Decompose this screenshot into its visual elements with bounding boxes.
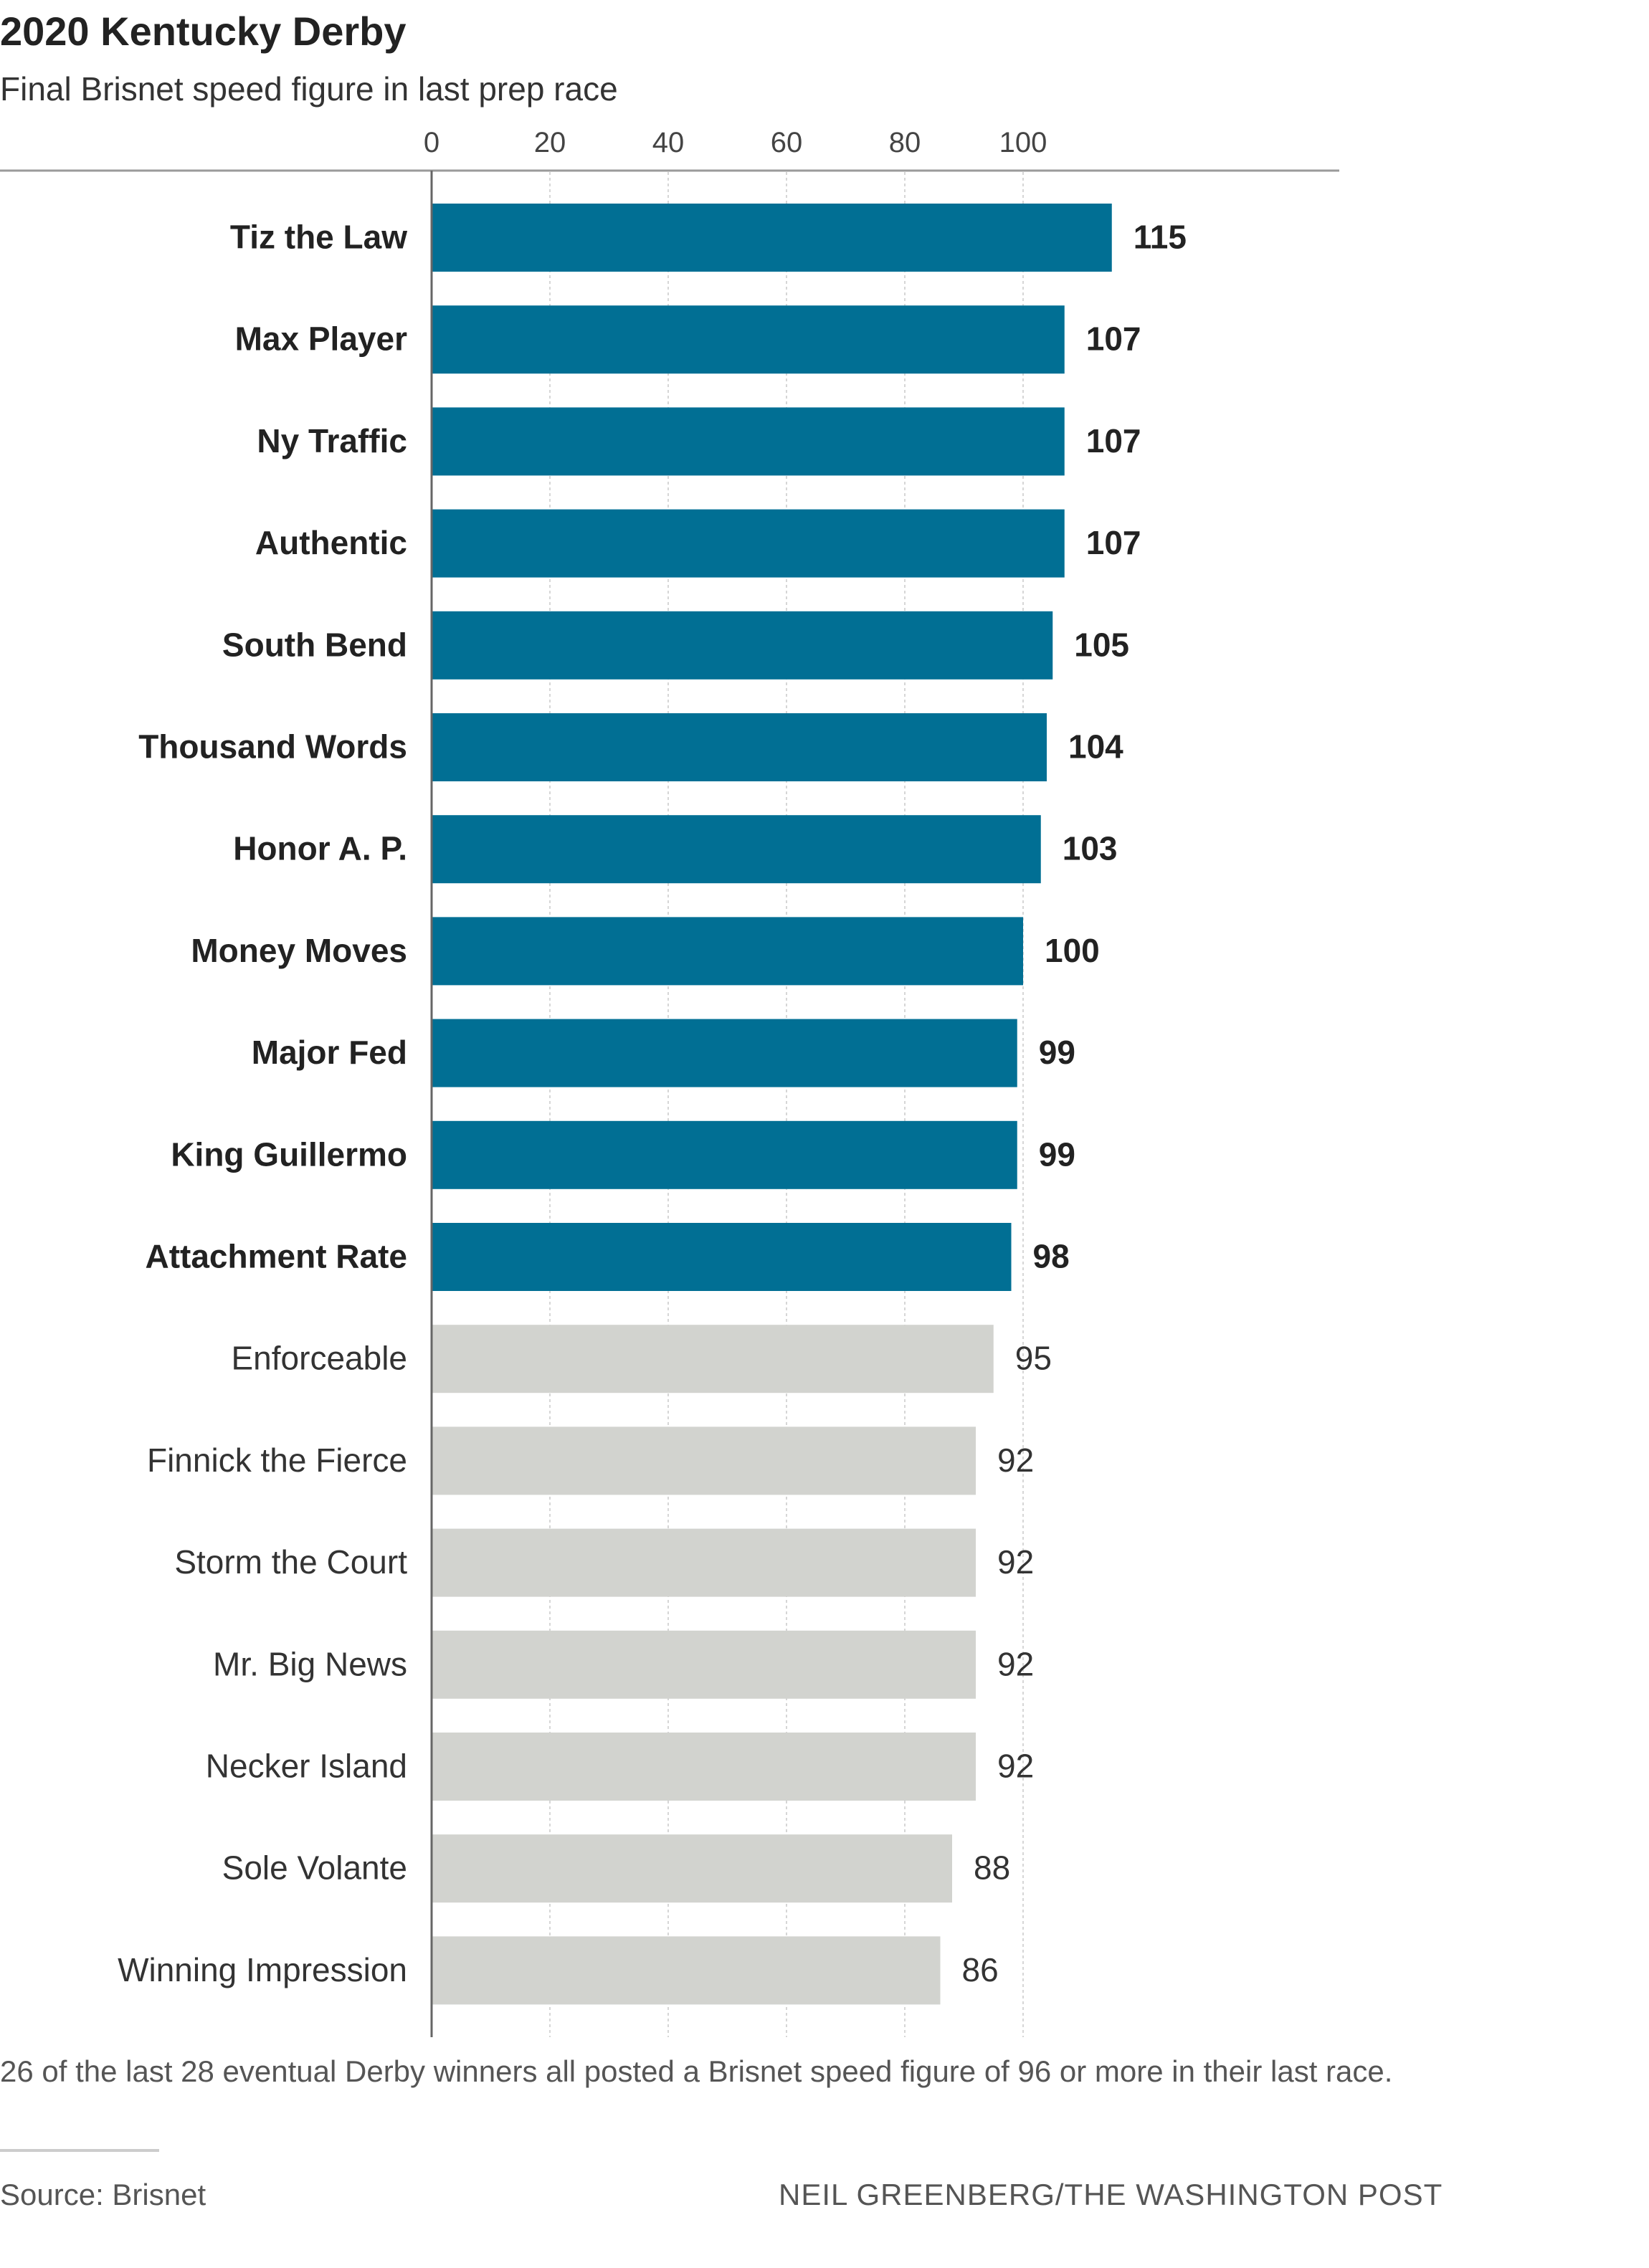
value-label: 104 [1068, 728, 1123, 766]
category-label: Tiz the Law [230, 219, 407, 256]
bar-chart: 0 20 40 60 80 100 Tiz the Law 115 Max Player 107 N… [0, 127, 1339, 2037]
category-label: Authentic [255, 524, 407, 561]
category-label: Finnick the Fierce [147, 1442, 407, 1479]
x-tick-label: 0 [424, 127, 439, 158]
bar [432, 1630, 976, 1699]
x-tick-label: 20 [534, 127, 566, 158]
bar [432, 815, 1041, 884]
value-label: 92 [997, 1748, 1034, 1785]
chart-subtitle: Final Brisnet speed figure in last prep … [0, 70, 618, 108]
value-label: 115 [1134, 219, 1187, 256]
value-label: 99 [1039, 1135, 1075, 1173]
footer-divider [0, 2149, 159, 2152]
category-label: South Bend [222, 626, 407, 663]
value-label: 100 [1045, 932, 1100, 969]
bar [432, 1223, 1012, 1291]
chart-note: 26 of the last 28 eventual Derby winners… [0, 2054, 1393, 2088]
value-label: 99 [1039, 1034, 1075, 1071]
category-label: Winning Impression [118, 1951, 407, 1988]
category-label: Ny Traffic [257, 422, 407, 459]
category-label: Max Player [235, 320, 407, 358]
category-label: Enforceable [232, 1340, 408, 1377]
bar [432, 509, 1065, 578]
value-label: 92 [997, 1645, 1034, 1682]
category-label: Thousand Words [138, 728, 407, 766]
x-tick-label: 80 [889, 127, 921, 158]
bar [432, 1426, 976, 1495]
value-label: 107 [1086, 320, 1141, 358]
chart-title: 2020 Kentucky Derby [0, 9, 407, 54]
bar [432, 204, 1112, 272]
value-label: 92 [997, 1442, 1034, 1479]
x-tick-label: 100 [999, 127, 1047, 158]
value-label: 92 [997, 1543, 1034, 1581]
bar [432, 1325, 994, 1393]
category-label: Sole Volante [222, 1849, 407, 1887]
credit-label: NEIL GREENBERG/THE WASHINGTON POST [779, 2178, 1443, 2211]
bar [432, 611, 1053, 680]
value-label: 105 [1074, 626, 1129, 663]
category-label: Necker Island [206, 1748, 407, 1785]
bar [432, 713, 1047, 781]
value-label: 107 [1086, 422, 1141, 459]
value-label: 98 [1033, 1238, 1070, 1275]
value-label: 95 [1015, 1340, 1052, 1377]
bar [432, 1120, 1017, 1189]
x-tick-label: 40 [652, 127, 685, 158]
category-label: Mr. Big News [213, 1645, 407, 1682]
category-label: King Guillermo [171, 1135, 407, 1173]
value-label: 88 [974, 1849, 1010, 1887]
value-label: 103 [1063, 830, 1118, 867]
bar [432, 1019, 1017, 1087]
x-tick-label: 60 [771, 127, 803, 158]
category-label: Storm the Court [174, 1543, 407, 1581]
category-label: Money Moves [191, 932, 407, 969]
bar [432, 917, 1023, 986]
value-label: 86 [962, 1951, 999, 1988]
value-label: 107 [1086, 524, 1141, 561]
bar [432, 1936, 941, 2005]
category-label: Attachment Rate [145, 1238, 407, 1275]
category-label: Honor A. P. [233, 830, 407, 867]
source-label: Source: Brisnet [0, 2178, 206, 2211]
bar [432, 1733, 976, 1801]
bar [432, 305, 1065, 374]
bar [432, 407, 1065, 476]
bar [432, 1528, 976, 1597]
bar [432, 1834, 952, 1903]
category-label: Major Fed [252, 1034, 407, 1071]
